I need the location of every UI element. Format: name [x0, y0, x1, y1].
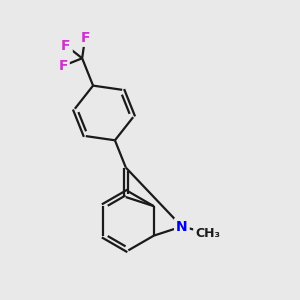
Text: F: F	[80, 31, 90, 45]
Text: CH₃: CH₃	[195, 226, 220, 239]
Text: F: F	[58, 59, 68, 73]
Text: N: N	[176, 220, 188, 233]
Text: F: F	[61, 38, 71, 52]
